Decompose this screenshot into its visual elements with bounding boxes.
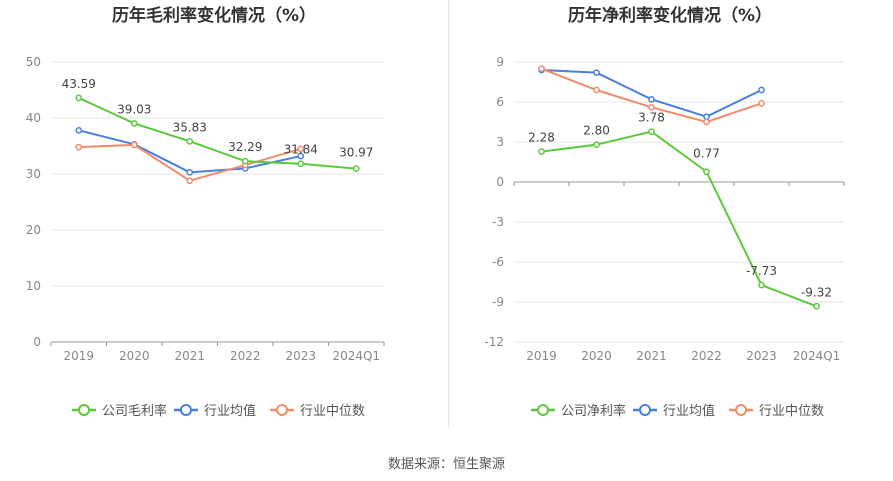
chart2-series-point-2 bbox=[703, 118, 710, 126]
chart2-y-tick-label: 6 bbox=[496, 95, 504, 109]
chart1-series-line-0 bbox=[78, 96, 357, 170]
chart1-x-tick-label: 2024Q1 bbox=[332, 349, 380, 363]
chart1-y-tick-label: 30 bbox=[26, 167, 41, 181]
chart-divider bbox=[448, 0, 449, 428]
chart2-x-tick-label: 2024Q1 bbox=[793, 349, 841, 363]
chart1-series-point-1 bbox=[297, 152, 305, 160]
chart2-y-tick-label: 3 bbox=[496, 135, 504, 149]
chart2-y-tick-label: -9 bbox=[492, 295, 504, 309]
chart1-x-tick-label: 2021 bbox=[174, 349, 205, 363]
chart2-y-tick-label: -3 bbox=[492, 215, 504, 229]
chart2-series-point-2 bbox=[648, 103, 655, 111]
chart1-data-label: 35.83 bbox=[173, 120, 207, 134]
chart2-series-point-2 bbox=[538, 65, 545, 73]
chart1-series-point-2 bbox=[297, 145, 305, 153]
chart1-data-label: 32.29 bbox=[228, 140, 262, 154]
chart1-y-tick-label: 50 bbox=[26, 55, 41, 69]
data-source-label: 数据来源：恒生聚源 bbox=[387, 457, 505, 472]
chart2-series-point-1 bbox=[758, 86, 765, 94]
chart1-series-point-0 bbox=[130, 120, 138, 127]
chart2-data-label: 2.28 bbox=[528, 131, 555, 145]
chart1-data-label: 43.59 bbox=[62, 77, 96, 91]
chart1-data-label: 30.97 bbox=[339, 146, 373, 160]
chart2-series-point-1 bbox=[593, 69, 600, 77]
chart2-x-tick-label: 2023 bbox=[746, 349, 777, 363]
chart1-series-point-1 bbox=[75, 126, 83, 134]
chart2-series-point-0 bbox=[648, 128, 655, 135]
chart1-series-point-2 bbox=[130, 141, 138, 149]
chart1-y-tick-label: 40 bbox=[26, 111, 41, 125]
chart1-x-tick-label: 2019 bbox=[63, 349, 94, 363]
chart1-legend-marker-icon bbox=[78, 404, 90, 416]
chart2-data-label: -9.32 bbox=[801, 285, 832, 299]
chart2-series-point-0 bbox=[813, 302, 820, 310]
chart2-x-tick-label: 2020 bbox=[581, 349, 612, 363]
chart1-data-label: 39.03 bbox=[117, 102, 151, 116]
chart2-series-line-0 bbox=[541, 130, 817, 308]
chart2-x-tick-label: 2021 bbox=[636, 349, 667, 363]
chart2-series-point-1 bbox=[648, 95, 655, 103]
chart2-series-point-0 bbox=[538, 148, 545, 155]
chart2-y-tick-label: -6 bbox=[492, 255, 504, 269]
chart2-series-point-0 bbox=[593, 141, 600, 149]
chart1-series-point-0 bbox=[75, 94, 83, 102]
chart1-y-tick-label: 0 bbox=[33, 335, 41, 349]
chart1-series-point-0 bbox=[186, 138, 194, 145]
chart2-x-tick-label: 2022 bbox=[691, 349, 722, 363]
chart2-data-label: 0.77 bbox=[693, 147, 720, 161]
chart1-legend-marker-icon bbox=[180, 404, 192, 416]
chart1-series-line-1 bbox=[78, 129, 301, 174]
chart1-series-point-2 bbox=[75, 143, 83, 151]
chart1-y-tick-label: 10 bbox=[26, 279, 41, 293]
chart1-x-tick-label: 2023 bbox=[285, 349, 316, 363]
chart2-y-tick-label: 0 bbox=[496, 175, 504, 189]
chart2-legend-marker-icon bbox=[537, 404, 549, 416]
chart2-y-tick-label: 9 bbox=[496, 55, 504, 69]
chart2-data-label: 2.80 bbox=[583, 124, 610, 138]
chart1-series-point-0 bbox=[352, 165, 360, 172]
chart2-series-point-0 bbox=[758, 281, 765, 289]
chart2-series-point-1 bbox=[703, 113, 710, 121]
chart1-series-point-0 bbox=[241, 157, 249, 165]
chart2-series-point-0 bbox=[703, 168, 710, 176]
chart2-title: 历年净利率变化情况（%） bbox=[568, 5, 772, 26]
chart2-legend-marker-icon bbox=[735, 404, 747, 416]
chart2-legend-marker-icon bbox=[639, 404, 651, 416]
chart1-x-tick-label: 2022 bbox=[230, 349, 261, 363]
chart2-legend-label: 公司净利率 bbox=[561, 403, 626, 419]
chart1-legend-label: 行业均值 bbox=[204, 403, 256, 419]
chart2-legend-label: 行业均值 bbox=[663, 403, 715, 419]
chart1-legend-label: 公司毛利率 bbox=[102, 403, 167, 419]
chart1-legend-label: 行业中位数 bbox=[300, 404, 365, 419]
chart1-series-point-1 bbox=[186, 168, 194, 176]
chart1-data-label: 31.84 bbox=[284, 143, 318, 157]
chart2-y-tick-label: -12 bbox=[484, 335, 504, 349]
chart2-series-point-2 bbox=[758, 99, 765, 107]
chart1-series-point-2 bbox=[186, 177, 194, 185]
chart2-x-tick-label: 2019 bbox=[526, 349, 557, 363]
chart1-title: 历年毛利率变化情况（%） bbox=[112, 5, 316, 26]
chart2-data-label: -7.73 bbox=[746, 264, 777, 278]
chart2-legend-label: 行业中位数 bbox=[759, 404, 824, 419]
chart1-y-tick-label: 20 bbox=[26, 223, 41, 237]
chart1-series-point-0 bbox=[297, 160, 305, 168]
chart2-series-point-2 bbox=[593, 86, 600, 94]
chart1-x-tick-label: 2020 bbox=[119, 349, 150, 363]
chart2-data-label: 3.78 bbox=[638, 111, 665, 125]
chart1-legend-marker-icon bbox=[276, 404, 288, 416]
